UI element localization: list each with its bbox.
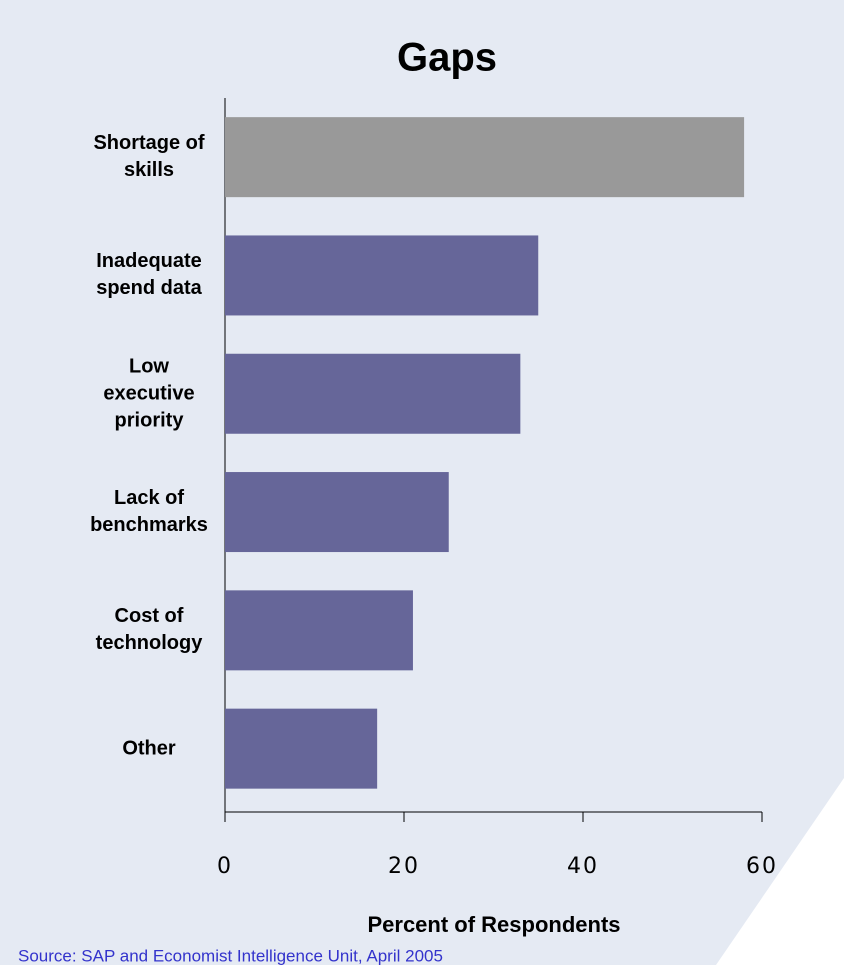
x-tick-label: 60 [746,854,778,879]
source-note: Source: SAP and Economist Intelligence U… [18,946,443,965]
chart-title: Gaps [397,36,497,80]
bar [225,235,539,316]
bar [225,708,378,789]
y-tick-label: Lack of benchmarks [90,487,208,537]
bar [225,472,449,553]
y-tick-label: Low executive priority [103,355,195,432]
y-tick-label: Other [122,737,176,760]
x-axis-title: Percent of Respondents [367,912,620,937]
bar [225,590,413,671]
y-tick-label: Cost of technology [95,605,203,655]
y-tick-label: Inadequate spend data [96,250,202,300]
x-tick-label: 0 [217,854,233,879]
y-tick-label: Shortage of skills [93,132,205,182]
bar [225,117,745,198]
x-tick-label: 40 [567,854,599,879]
bar [225,353,521,434]
x-tick-label: 20 [388,854,420,879]
